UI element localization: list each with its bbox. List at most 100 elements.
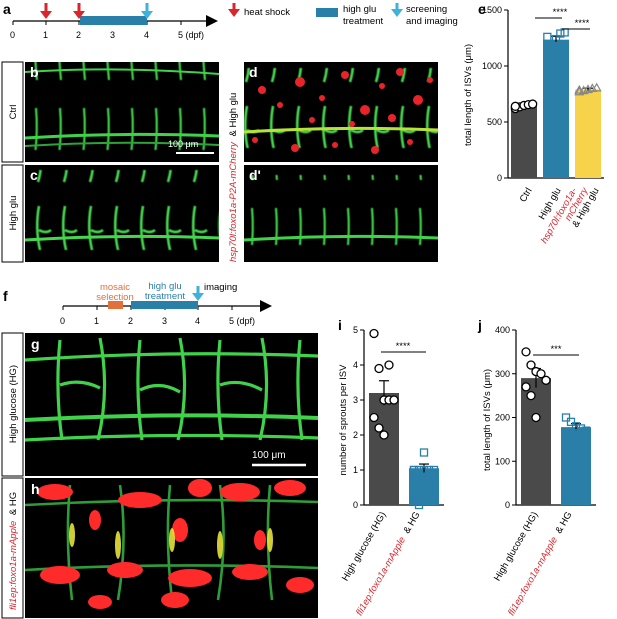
transgene-suffix: & High glu — [228, 93, 239, 137]
chart-e: 0 500 1000 1500 — [482, 5, 604, 183]
data-point — [414, 500, 424, 510]
chart-e-sig-2: **** — [575, 18, 590, 29]
data-point — [414, 465, 424, 475]
chart-j-sig: *** — [550, 344, 561, 355]
y-tick-label: 1 — [353, 465, 358, 475]
chart-i-cat-2-suffix: & HG — [401, 510, 422, 536]
chart-e-cat-1: Ctrl — [518, 186, 535, 204]
transgene-suffix: & HG — [8, 492, 19, 515]
high-glu-treatment-bar — [80, 16, 147, 25]
data-point — [510, 101, 520, 111]
micrograph-c-vessels — [25, 170, 219, 250]
chart-e-sig-1: **** — [553, 7, 568, 18]
y-tick-label: 0 — [353, 500, 358, 510]
data-point — [409, 465, 419, 475]
bar — [575, 89, 601, 178]
chart-i: 0 1 2 3 4 5 — [353, 325, 444, 510]
data-point — [528, 99, 538, 109]
panel-b-letter: b — [30, 64, 39, 80]
data-point — [379, 430, 389, 440]
treatment-label-2: treatment — [145, 291, 185, 302]
data-point — [561, 428, 571, 437]
panel-j-letter: j — [477, 317, 482, 333]
panel-f-letter: f — [3, 288, 8, 304]
y-tick-label: 0 — [497, 173, 502, 183]
data-point — [424, 465, 434, 475]
y-tick-label: 100 — [495, 456, 510, 466]
data-point — [521, 382, 531, 392]
data-point — [384, 360, 394, 370]
tick-label: 5 (dpf) — [229, 316, 255, 326]
bar — [369, 393, 399, 505]
imaging-label: imaging — [204, 282, 237, 293]
y-tick-label: 4 — [353, 360, 358, 370]
data-point — [566, 430, 576, 440]
tick-label: 1 — [94, 316, 99, 326]
y-tick-label: 3 — [353, 395, 358, 405]
side-label-box — [1, 332, 24, 477]
y-tick-label: 1000 — [482, 61, 502, 71]
data-point — [526, 390, 536, 401]
y-tick-label: 400 — [495, 325, 510, 335]
mosaic-label-2: selection — [96, 292, 134, 303]
panel-a-legend: heat shock high glu treatment screening … — [228, 3, 458, 27]
data-point — [551, 34, 561, 44]
data-point — [576, 424, 586, 433]
tick-label: 3 — [110, 30, 115, 40]
y-tick-label: 300 — [495, 369, 510, 379]
side-label-box — [222, 62, 242, 262]
data-point — [543, 47, 552, 56]
legend-screening: screening — [406, 4, 447, 15]
data-point — [419, 465, 429, 475]
data-point — [581, 426, 591, 435]
panel-g-letter: g — [31, 336, 40, 352]
data-point — [536, 369, 546, 379]
panel-c-letter: c — [30, 167, 38, 183]
panel-a-timeline: 0 1 2 3 4 5 (dpf) — [10, 3, 218, 40]
micrograph-d-vessels — [244, 68, 438, 154]
panel-h-letter: h — [31, 481, 40, 497]
data-point — [374, 363, 384, 374]
micrograph-g-vessels — [25, 337, 318, 442]
panel-d-prime-letter: d' — [249, 167, 261, 183]
data-point — [574, 84, 585, 94]
mosaic-label-1: mosaic — [100, 282, 130, 293]
chart-e-ylabel: total length of ISVs (μm) — [463, 44, 474, 146]
tick-label: 1 — [43, 30, 48, 40]
y-tick-label: 1500 — [482, 5, 502, 15]
legend-screening-icon — [391, 3, 403, 17]
data-point — [521, 347, 531, 357]
heat-shock-arrow — [40, 3, 52, 19]
y-tick-label: 500 — [487, 117, 502, 127]
data-point — [389, 395, 399, 405]
bar — [409, 468, 439, 505]
side-label-ctrl: Ctrl — [8, 105, 19, 120]
legend-heat-shock: heat shock — [244, 7, 290, 18]
data-point — [571, 422, 581, 431]
tick-label: 3 — [162, 316, 167, 326]
y-tick-label: 5 — [353, 325, 358, 335]
side-label-hg: High glucose (HG) — [8, 365, 19, 443]
data-point — [566, 417, 576, 427]
panel-e-letter: e — [478, 1, 486, 17]
side-label-box — [1, 61, 24, 163]
data-point — [547, 41, 556, 50]
micrograph-h-vessels — [25, 479, 318, 609]
tick-label: 4 — [144, 30, 149, 40]
tick-label: 0 — [60, 316, 65, 326]
data-point — [429, 465, 439, 475]
tick-label: 5 (dpf) — [178, 30, 204, 40]
side-label-transgene-h: fli1ep:foxo1a-mApple & HG — [8, 492, 19, 610]
chart-j-cat-2: fli1ep:foxo1a-mApple & HG — [506, 510, 575, 618]
side-label-transgene: hsp70l:foxo1a-P2A-mCherry & High glu — [228, 93, 239, 262]
side-label-high-glu: High glu — [8, 196, 19, 231]
y-tick-label: 200 — [495, 413, 510, 423]
legend-treatment: treatment — [343, 16, 383, 27]
scale-bar-label: 100 μm — [168, 139, 198, 149]
data-point — [556, 29, 565, 38]
legend-imaging: and imaging — [406, 16, 458, 27]
legend-treatment-swatch — [316, 8, 338, 17]
chart-j-cat-2-suffix: & HG — [553, 510, 574, 536]
transgene-name: hsp70l:foxo1a-P2A-mCherry — [228, 141, 239, 262]
panel-i-letter: i — [338, 317, 342, 333]
